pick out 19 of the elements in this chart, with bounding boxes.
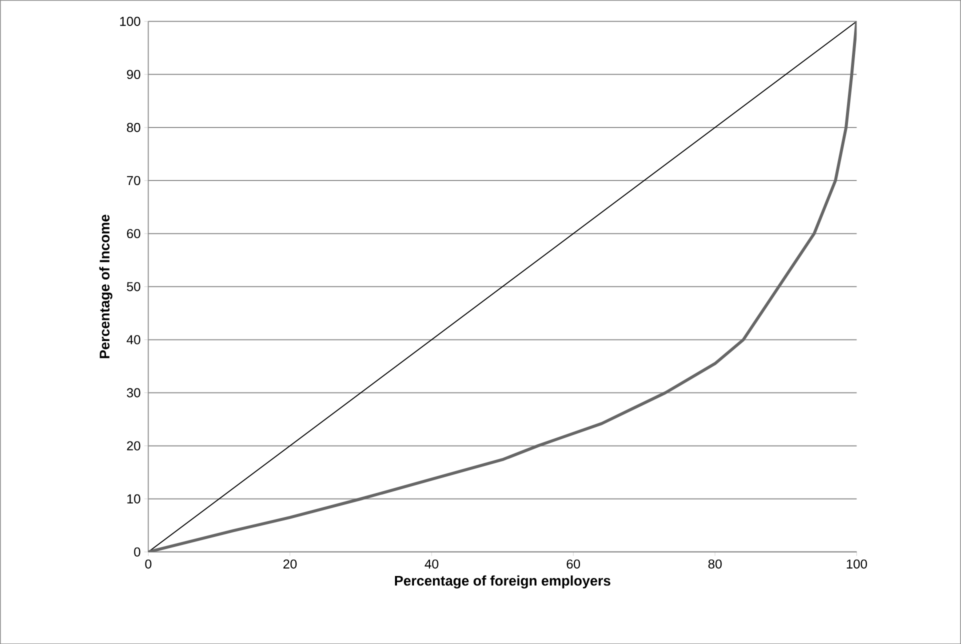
x-tick-label: 0 [145,559,152,568]
y-axis-title: Percentage of Income [99,214,112,358]
x-tick-label: 100 [846,559,867,568]
y-tick-label: 30 [126,388,140,398]
y-tick-label: 0 [134,547,140,556]
y-tick-label: 70 [127,176,140,185]
x-tick-label: 40 [424,559,438,568]
y-tick-label: 10 [127,494,140,504]
y-tick-label: 60 [127,228,140,238]
x-tick-label: 80 [708,559,722,568]
x-axis-title: Percentage of foreign employers [395,575,610,588]
y-tick-label: 80 [126,122,140,132]
y-tick-label: 90 [126,70,140,79]
y-tick-label: 100 [120,16,140,26]
x-tick-label: 20 [283,559,297,568]
y-tick-label: 40 [126,335,140,344]
y-tick-label: 20 [127,441,140,450]
x-tick-label: 60 [566,559,580,568]
y-tick-label: 50 [126,282,140,292]
